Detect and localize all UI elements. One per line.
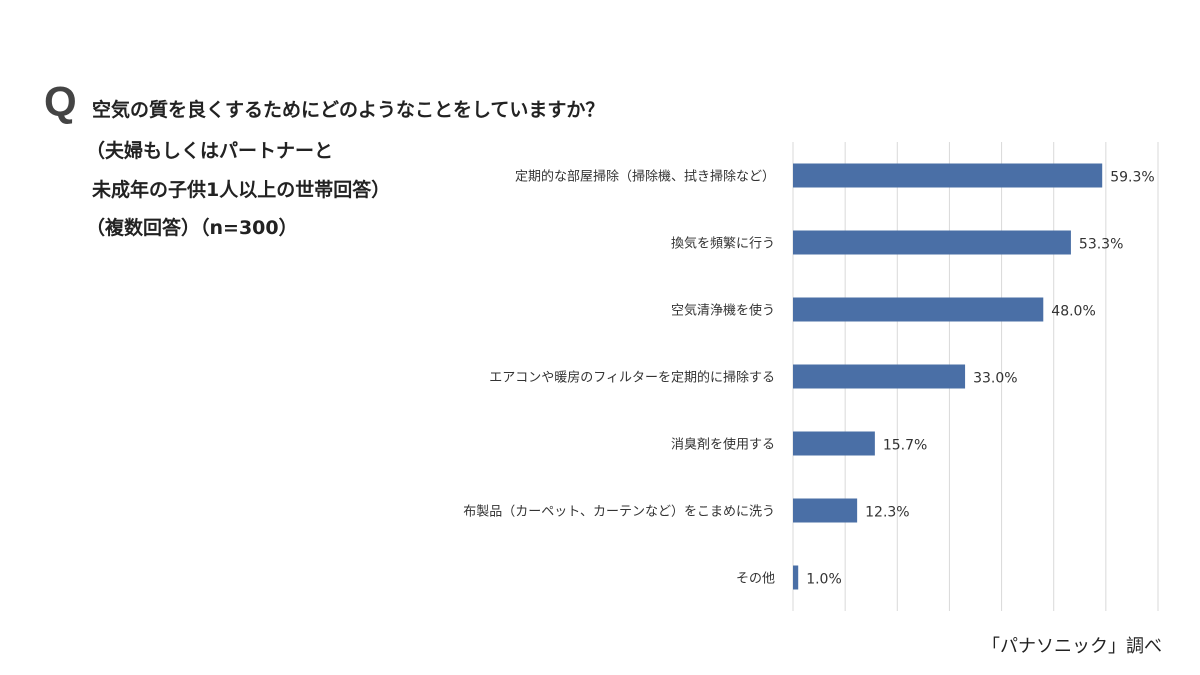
category-label: 消臭剤を使用する (671, 437, 775, 453)
category-label: エアコンや暖房のフィルターを定期的に掃除する (489, 370, 775, 386)
value-label: 15.7% (883, 438, 927, 454)
category-label: 換気を頻繁に行う (671, 236, 775, 252)
category-label: その他 (736, 572, 775, 587)
bar (793, 230, 1071, 255)
bar (793, 163, 1103, 188)
category-label: 布製品（カーペット、カーテンなど）をこまめに洗う (463, 505, 775, 520)
category-label: 空気清浄機を使う (671, 303, 775, 319)
title-line-2: （夫婦もしくはパートナーと (86, 140, 334, 162)
bar (793, 498, 858, 523)
title-line-3: 未成年の子供1人以上の世帯回答） (92, 179, 391, 201)
bar (793, 565, 799, 590)
value-label: 33.0% (973, 371, 1017, 387)
question-mark-label: Q (44, 78, 77, 125)
bar (793, 431, 875, 456)
value-label: 59.3% (1110, 170, 1154, 186)
bar (793, 364, 966, 389)
bar (793, 297, 1044, 322)
value-label: 48.0% (1051, 304, 1095, 320)
title-line-4: （複数回答）（n=300） (86, 217, 298, 239)
value-label: 53.3% (1079, 237, 1123, 253)
value-label: 1.0% (806, 572, 842, 588)
source-note: 「パナソニック」調べ (982, 636, 1162, 657)
category-label: 定期的な部屋掃除（掃除機、拭き掃除など） (515, 169, 775, 185)
title-line-1: 空気の質を良くするためにどのようなことをしていますか？ (92, 99, 605, 121)
value-label: 12.3% (865, 505, 909, 521)
